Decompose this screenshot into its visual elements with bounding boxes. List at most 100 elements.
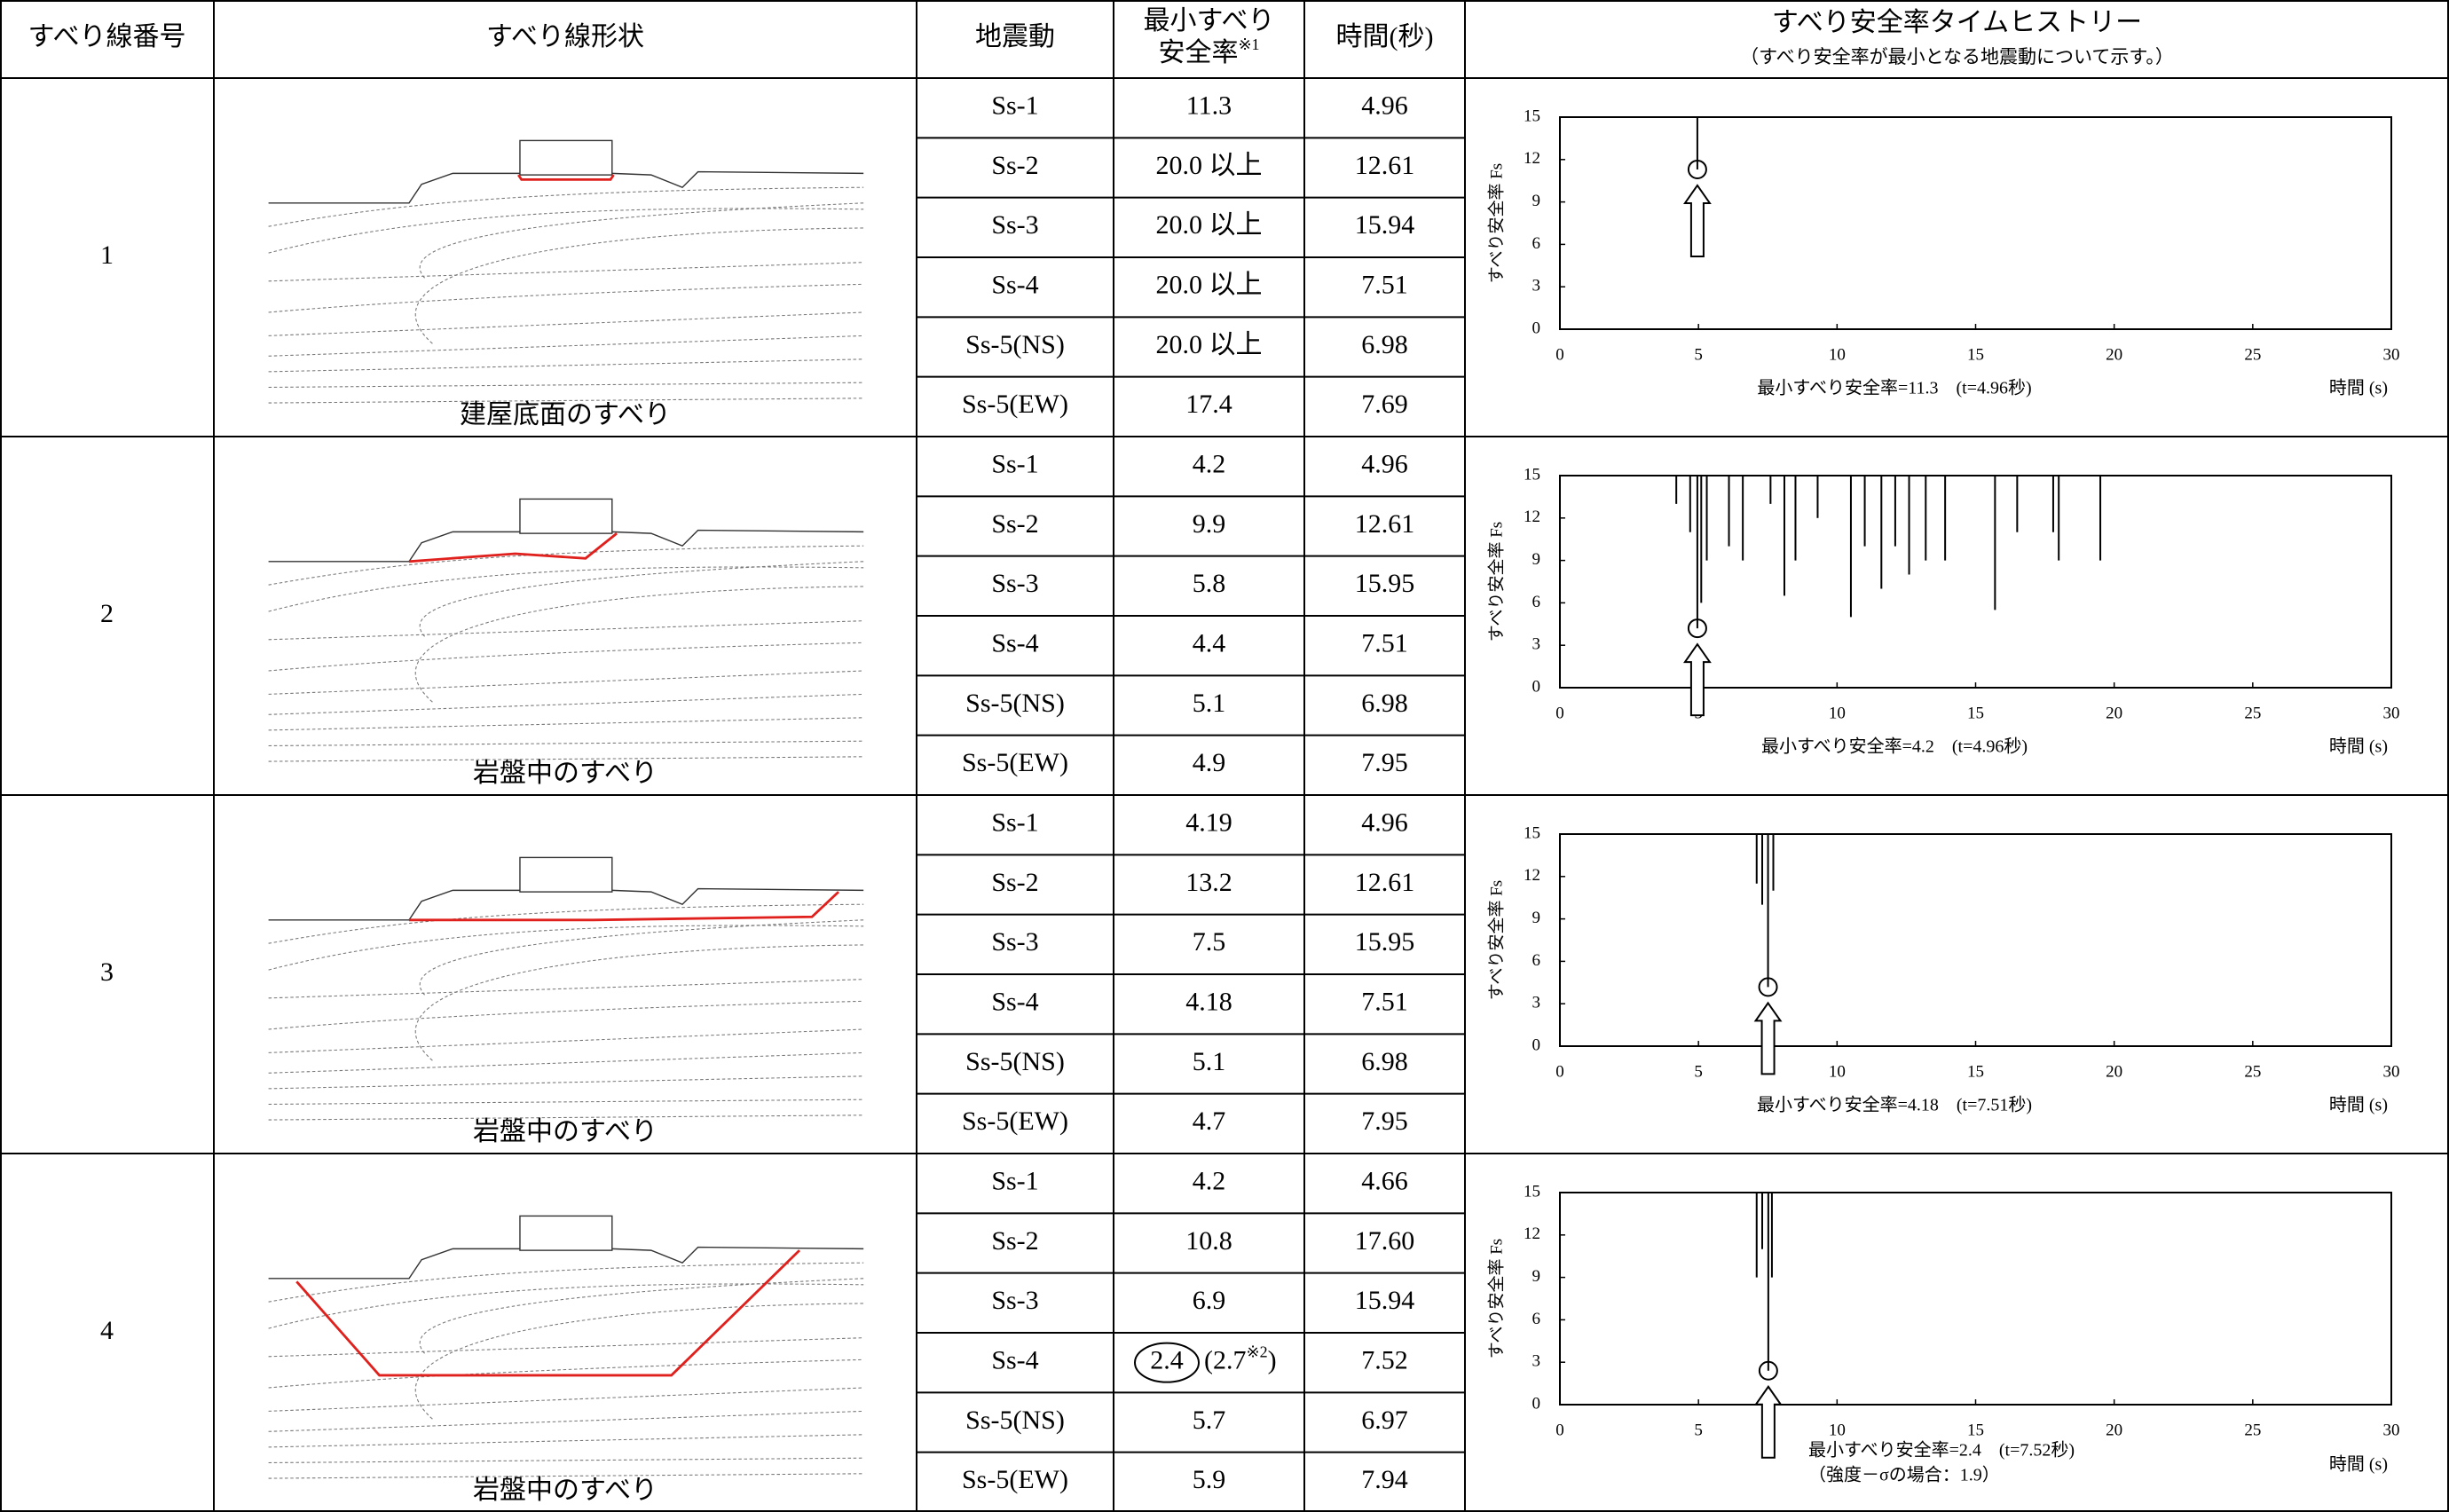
- geology-line: [268, 1457, 864, 1464]
- slip-number: 3: [100, 957, 114, 987]
- motion-name: Ss-5(NS): [965, 330, 1065, 359]
- x-tick-label: 15: [1967, 345, 1984, 364]
- motion-name: Ss-1: [991, 1167, 1038, 1196]
- fs-value: 9.9: [1193, 509, 1226, 539]
- y-tick-label: 12: [1524, 508, 1540, 526]
- chart-caption: 最小すべり安全率=4.2 (t=4.96秒): [1761, 736, 2028, 757]
- fs-value: 5.1: [1193, 689, 1226, 718]
- building: [519, 139, 613, 176]
- y-tick-label: 12: [1524, 866, 1540, 885]
- chart-caption: 最小すべり安全率=2.4 (t=7.52秒): [1808, 1440, 2075, 1461]
- motion-name: Ss-2: [991, 868, 1038, 897]
- geology-line: [419, 919, 864, 996]
- motion-name: Ss-4: [991, 988, 1038, 1017]
- shape-caption: 岩盤中のすべり: [473, 759, 658, 788]
- min-arrow: [1682, 184, 1712, 257]
- motion-name: Ss-3: [991, 1286, 1038, 1315]
- time-value: 6.97: [1361, 1406, 1408, 1435]
- geology-line: [268, 1000, 864, 1030]
- fs-alt-open: (2.7: [1204, 1346, 1247, 1375]
- x-tick-label: 5: [1694, 1062, 1703, 1081]
- header-fs-line1: 最小すべり: [1144, 6, 1275, 35]
- motion-name: Ss-5(NS): [965, 1406, 1065, 1435]
- motion-name: Ss-2: [991, 1226, 1038, 1256]
- x-tick-label: 25: [2244, 1421, 2261, 1439]
- slip-line: [517, 174, 615, 181]
- y-tick-label: 6: [1532, 234, 1541, 253]
- y-tick-label: 12: [1524, 149, 1540, 168]
- fs-value: 7.5: [1193, 927, 1226, 957]
- fs-value: 4.19: [1185, 808, 1232, 838]
- x-tick-label: 10: [1829, 1062, 1846, 1081]
- y-tick-label: 6: [1532, 1310, 1541, 1328]
- motion-name: Ss-5(EW): [962, 390, 1068, 419]
- geology-line: [268, 1262, 864, 1303]
- y-tick-label: 0: [1532, 1394, 1541, 1413]
- motion-name: Ss-1: [991, 808, 1038, 838]
- y-tick-label: 0: [1532, 677, 1541, 696]
- header-motion: 地震動: [975, 22, 1055, 51]
- header-fs-text: 安全率: [1158, 38, 1238, 67]
- time-value: 7.94: [1361, 1465, 1408, 1494]
- x-tick-label: 0: [1555, 345, 1564, 364]
- x-tick-label: 30: [2383, 345, 2400, 364]
- geology-line: [268, 620, 864, 641]
- x-tick-label: 25: [2244, 345, 2261, 364]
- time-value: 6.98: [1361, 330, 1408, 359]
- time-value: 12.61: [1355, 868, 1415, 897]
- fs-value: 20.0 以上: [1156, 271, 1263, 300]
- time-value: 7.51: [1361, 271, 1408, 300]
- x-axis-label: 時間 (s): [2329, 1454, 2388, 1475]
- geology-line: [268, 1473, 864, 1479]
- header-shape: すべり線形状: [486, 22, 644, 51]
- min-point: [1687, 618, 1707, 639]
- geology-line: [268, 740, 864, 747]
- slip-number: 2: [100, 599, 114, 628]
- fs-value: 4.9: [1193, 748, 1226, 777]
- geology-line: [268, 398, 864, 404]
- fs-value: 5.8: [1193, 569, 1226, 598]
- time-value: 7.51: [1361, 988, 1408, 1017]
- fs-alt-close: ): [1268, 1346, 1277, 1375]
- geology-line: [268, 1114, 864, 1121]
- x-tick-label: 30: [2383, 1062, 2400, 1081]
- y-tick-label: 0: [1532, 319, 1541, 337]
- fs-value: 20.0 以上: [1156, 210, 1263, 240]
- min-arrow: [1753, 1001, 1783, 1075]
- y-tick-label: 6: [1532, 951, 1541, 970]
- geology-line: [268, 670, 864, 695]
- y-axis-label: すべり安全率 Fs: [1486, 1239, 1506, 1358]
- y-axis-label: すべり安全率 Fs: [1486, 163, 1506, 283]
- time-value: 4.96: [1361, 808, 1408, 838]
- motion-name: Ss-5(EW): [962, 748, 1068, 777]
- geology-line: [268, 1434, 864, 1448]
- time-value: 7.52: [1361, 1346, 1408, 1375]
- x-tick-label: 20: [2106, 345, 2122, 364]
- fs-value: 20.0 以上: [1156, 151, 1263, 180]
- shape-caption: 岩盤中のすべり: [473, 1476, 658, 1505]
- y-tick-label: 0: [1532, 1036, 1541, 1054]
- fs-circle: [1134, 1342, 1200, 1383]
- x-tick-label: 10: [1829, 1421, 1846, 1439]
- geology-line: [414, 1303, 864, 1420]
- building: [519, 498, 613, 534]
- x-tick-label: 30: [2383, 1421, 2400, 1439]
- y-tick-label: 6: [1532, 593, 1541, 611]
- x-tick-label: 5: [1694, 345, 1703, 364]
- geology-line: [268, 693, 864, 715]
- motion-name: Ss-4: [991, 271, 1038, 300]
- chart-caption: 最小すべり安全率=11.3 (t=4.96秒): [1757, 378, 2031, 398]
- time-value: 17.60: [1355, 1226, 1415, 1256]
- time-value: 7.51: [1361, 629, 1408, 658]
- motion-name: Ss-1: [991, 450, 1038, 479]
- motion-name: Ss-1: [991, 91, 1038, 121]
- motion-name: Ss-4: [991, 1346, 1038, 1375]
- motion-name: Ss-3: [991, 569, 1038, 598]
- geology-line: [268, 1075, 864, 1090]
- geology-line: [419, 561, 864, 637]
- motion-name: Ss-5(NS): [965, 689, 1065, 718]
- min-point: [1758, 977, 1778, 997]
- time-value: 7.95: [1361, 748, 1408, 777]
- time-value: 7.69: [1361, 390, 1408, 419]
- x-tick-label: 15: [1967, 704, 1984, 722]
